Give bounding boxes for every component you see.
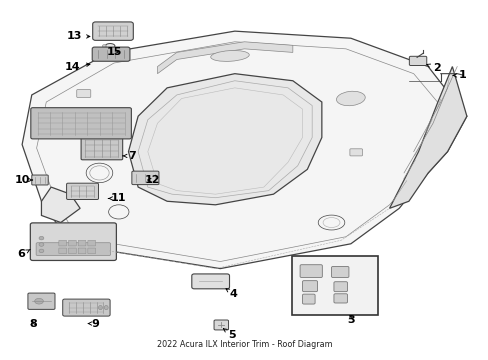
Text: 15: 15 <box>106 47 122 57</box>
Ellipse shape <box>35 298 43 304</box>
Ellipse shape <box>39 237 44 240</box>
FancyBboxPatch shape <box>92 47 130 61</box>
FancyBboxPatch shape <box>302 281 317 292</box>
FancyBboxPatch shape <box>32 175 48 185</box>
FancyBboxPatch shape <box>132 171 159 185</box>
FancyBboxPatch shape <box>333 294 347 303</box>
Ellipse shape <box>98 306 102 310</box>
FancyBboxPatch shape <box>66 183 98 199</box>
Text: 2022 Acura ILX Interior Trim - Roof Diagram: 2022 Acura ILX Interior Trim - Roof Diag… <box>156 341 332 350</box>
Polygon shape <box>389 67 466 208</box>
FancyBboxPatch shape <box>302 294 314 304</box>
Ellipse shape <box>39 243 44 246</box>
Ellipse shape <box>336 91 365 106</box>
FancyBboxPatch shape <box>68 240 76 246</box>
FancyBboxPatch shape <box>78 240 86 246</box>
FancyBboxPatch shape <box>77 90 91 98</box>
Ellipse shape <box>104 306 108 310</box>
Text: 10: 10 <box>15 175 33 185</box>
Ellipse shape <box>210 50 249 62</box>
Polygon shape <box>41 187 80 222</box>
Ellipse shape <box>105 44 115 49</box>
Text: 13: 13 <box>66 31 90 41</box>
Text: 1: 1 <box>452 71 466 80</box>
Polygon shape <box>157 42 292 74</box>
FancyBboxPatch shape <box>214 320 228 330</box>
FancyBboxPatch shape <box>81 136 122 160</box>
FancyBboxPatch shape <box>68 248 76 254</box>
FancyBboxPatch shape <box>300 265 322 278</box>
FancyBboxPatch shape <box>88 240 95 246</box>
FancyBboxPatch shape <box>333 282 347 292</box>
FancyBboxPatch shape <box>88 248 95 254</box>
FancyBboxPatch shape <box>349 149 362 156</box>
FancyBboxPatch shape <box>31 108 131 139</box>
Text: 11: 11 <box>108 193 126 203</box>
Text: 14: 14 <box>65 62 90 72</box>
Text: 5: 5 <box>223 329 236 340</box>
FancyBboxPatch shape <box>291 256 377 315</box>
FancyBboxPatch shape <box>59 240 66 246</box>
FancyBboxPatch shape <box>191 274 229 289</box>
Polygon shape <box>22 31 466 269</box>
FancyBboxPatch shape <box>62 299 110 316</box>
Text: 2: 2 <box>426 63 440 73</box>
Text: 9: 9 <box>88 319 100 329</box>
Text: 12: 12 <box>144 175 160 185</box>
Polygon shape <box>128 74 321 205</box>
Text: 4: 4 <box>225 289 237 299</box>
FancyBboxPatch shape <box>28 293 55 309</box>
Text: 3: 3 <box>346 315 354 325</box>
FancyBboxPatch shape <box>30 223 116 260</box>
Text: 8: 8 <box>29 319 37 329</box>
Ellipse shape <box>102 45 106 48</box>
Text: 7: 7 <box>122 151 136 161</box>
Ellipse shape <box>39 249 44 253</box>
FancyBboxPatch shape <box>36 243 110 256</box>
FancyBboxPatch shape <box>331 266 348 278</box>
FancyBboxPatch shape <box>59 248 66 254</box>
FancyBboxPatch shape <box>78 248 86 254</box>
FancyBboxPatch shape <box>93 22 133 40</box>
Text: 6: 6 <box>17 249 30 260</box>
FancyBboxPatch shape <box>408 56 426 66</box>
